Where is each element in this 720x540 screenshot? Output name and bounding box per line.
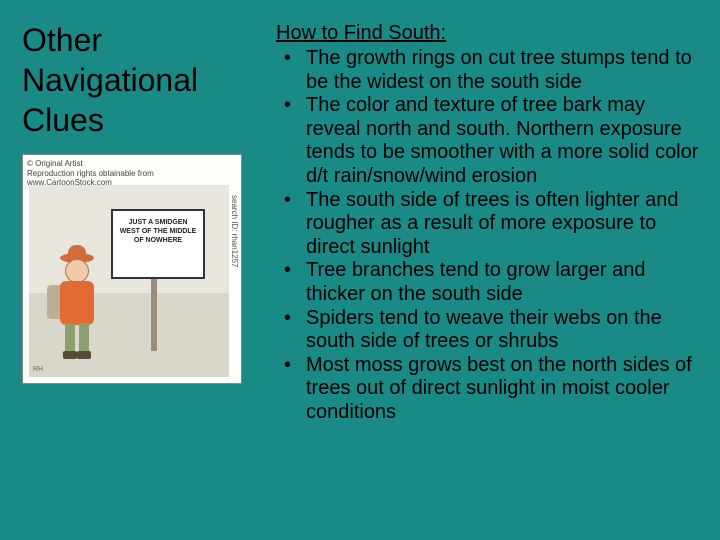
cartoon-hiker [43, 245, 103, 365]
left-column: Other Navigational Clues © Original Arti… [22, 20, 272, 522]
list-item: The growth rings on cut tree stumps tend… [276, 47, 702, 94]
cartoon-credit: © Original Artist Reproduction rights ob… [27, 159, 154, 188]
section-heading: How to Find South: [276, 22, 702, 45]
list-item: The south side of trees is often lighter… [276, 189, 702, 260]
list-item: Spiders tend to weave their webs on the … [276, 307, 702, 354]
cartoon-sign: JUST A SMIDGEN WEST OF THE MIDDLE OF NOW… [111, 209, 205, 279]
bullet-list: The growth rings on cut tree stumps tend… [276, 47, 702, 425]
cartoon-image: © Original Artist Reproduction rights ob… [22, 154, 242, 384]
credit-line-2: Reproduction rights obtainable from [27, 169, 154, 179]
right-column: How to Find South: The growth rings on c… [272, 20, 702, 522]
cartoon-signature: RH [33, 366, 43, 373]
list-item: Tree branches tend to grow larger and th… [276, 259, 702, 306]
credit-line-1: © Original Artist [27, 159, 154, 169]
slide-title: Other Navigational Clues [22, 20, 264, 140]
list-item: Most moss grows best on the north sides … [276, 354, 702, 425]
cartoon-search-id: search ID: rhan1257 [230, 195, 239, 268]
list-item: The color and texture of tree bark may r… [276, 94, 702, 188]
